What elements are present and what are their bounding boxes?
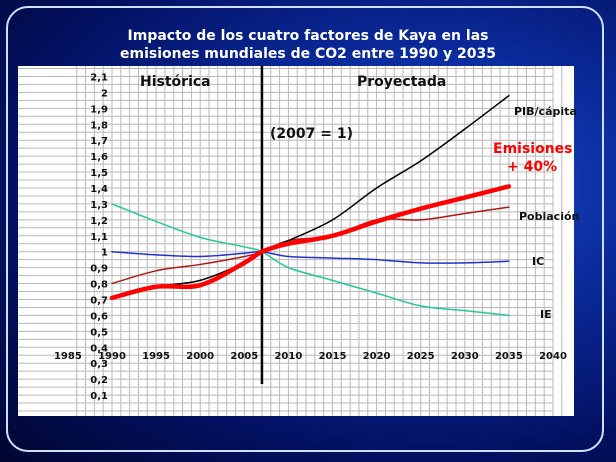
x-tick-label: 2015 [319,351,347,362]
grid [18,66,563,416]
label-emissions-pct: + 40% [507,159,557,175]
y-tick-label: 0,1 [90,391,108,402]
x-tick-label: 1985 [54,351,82,362]
label-projected: Proyectada [357,74,446,90]
chart-title-line-2: emisiones mundiales de CO2 entre 1990 y … [120,46,496,62]
slide-frame [6,6,604,452]
series-line-ic [111,250,510,264]
y-tick-label: 0,6 [90,311,108,322]
x-tick-label: 2005 [230,351,258,362]
y-tick-label: 1,3 [90,200,108,211]
chart-title-line-1: Impacto de los cuatro factores de Kaya e… [128,28,489,44]
label-ic: IC [532,255,544,268]
y-tick-label: 0,2 [90,375,108,386]
y-tick-label: 0,7 [90,295,108,306]
y-tick-label: 1,4 [90,184,108,195]
series-line-ie [111,203,510,317]
x-tick-label: 2025 [407,351,435,362]
x-tick-label: 1995 [142,351,170,362]
series-lines [109,94,512,317]
y-tick-label: 1,5 [90,168,108,179]
label-ie: IE [540,308,552,321]
y-tick-label: 1,8 [90,120,108,131]
y-tick-label: 1 [101,248,108,259]
y-tick-label: 1,1 [90,232,108,243]
y-tick-label: 0,8 [90,280,108,291]
y-tick-label: 2 [101,88,108,99]
x-tick-label: 2000 [186,351,214,362]
x-tick-label: 2030 [451,351,479,362]
x-tick-label: 1990 [98,351,126,362]
label-emissions: Emisiones [493,141,573,157]
y-tick-label: 0,3 [90,359,108,370]
label-poblacion: Población [519,210,579,223]
y-tick-label: 2,1 [90,72,108,83]
y-tick-label: 0,4 [90,343,108,354]
y-ticks: 0,1 0,2 0,3 0,4 0,5 0,6 0,7 0,8 0,9 1 1,1 1,2 1,3 1,4… [90,72,108,402]
y-tick-label: 1,9 [90,104,108,115]
x-ticks: 1985 1990 1995 2000 2005 2010 2015 2020 2025 2030… [54,351,567,362]
series-line-pibcpita [111,94,510,299]
y-tick-label: 0,9 [90,264,108,275]
label-historic: Histórica [140,74,211,90]
y-tick-label: 1,7 [90,136,108,147]
x-tick-label: 2035 [495,351,523,362]
x-tick-label: 2020 [363,351,391,362]
y-tick-label: 1,6 [90,152,108,163]
series-line-emisiones [109,184,512,301]
x-tick-label: 2010 [274,351,302,362]
y-tick-label: 0,5 [90,327,108,338]
label-pib: PIB/cápita [514,105,577,118]
x-tick-label: 2040 [539,351,567,362]
y-tick-label: 1,2 [90,216,108,227]
label-base: (2007 = 1) [270,126,353,142]
